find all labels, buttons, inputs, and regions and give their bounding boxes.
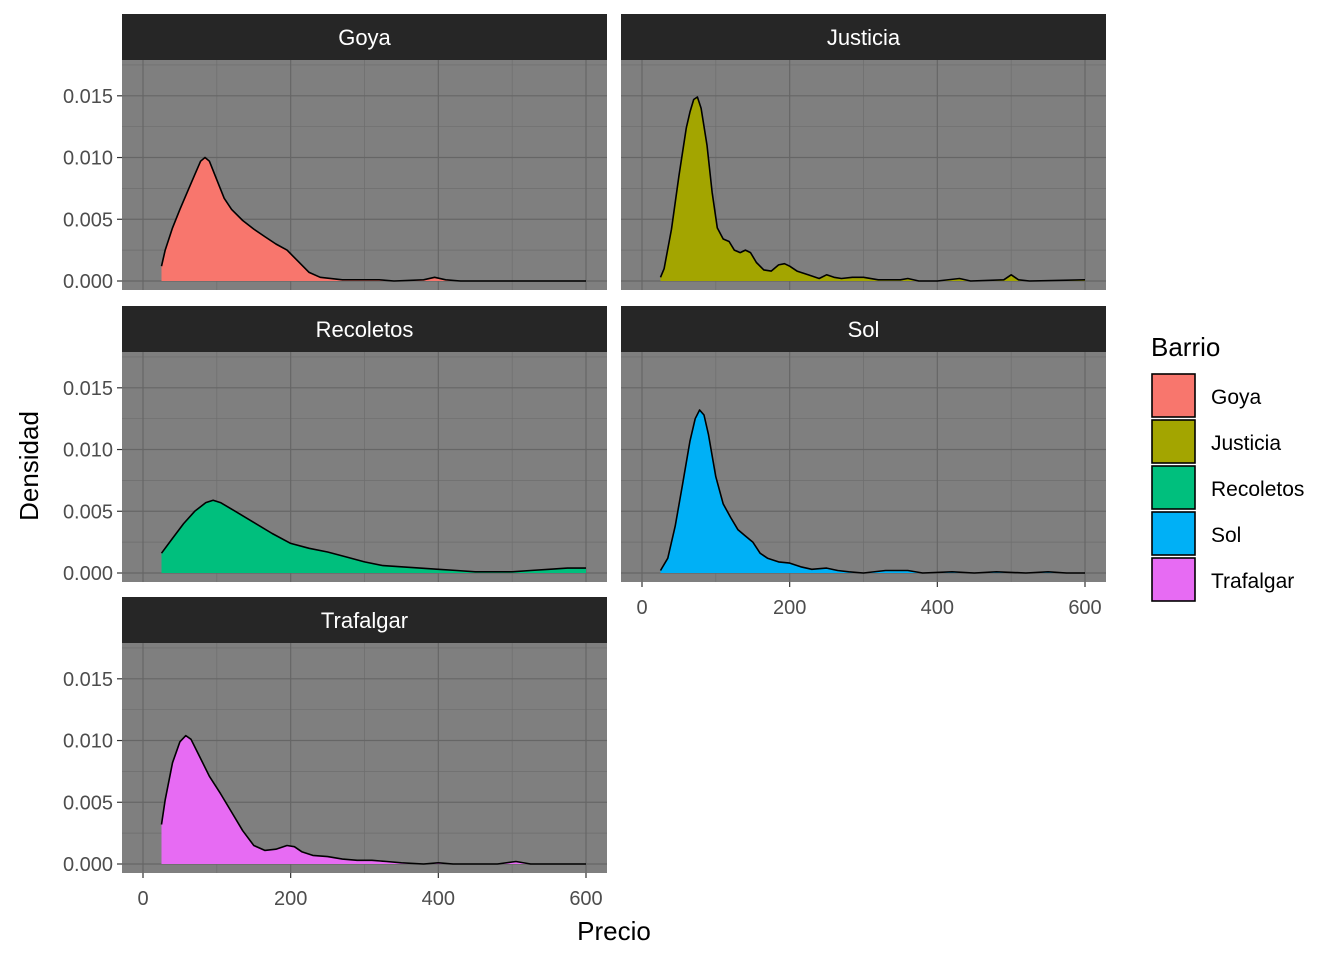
x-tick-label: 400	[921, 597, 954, 619]
legend-title: Barrio	[1151, 332, 1220, 362]
facet-strip-justicia	[621, 14, 1106, 60]
density-area-sol	[660, 410, 1085, 573]
legend-label-sol: Sol	[1211, 524, 1241, 547]
facet-strip-label-trafalgar: Trafalgar	[321, 608, 408, 633]
x-tick-label: 600	[1068, 597, 1101, 619]
facet-strip-goya	[122, 14, 607, 60]
facet-strip-recoletos	[122, 306, 607, 352]
y-tick-label: 0.005	[63, 501, 113, 523]
y-axis-title: Densidad	[14, 411, 44, 521]
y-tick-label: 0.015	[63, 378, 113, 400]
density-line-justicia	[659, 96, 1086, 282]
density-line-goya	[160, 156, 586, 282]
legend-label-goya: Goya	[1211, 386, 1262, 409]
y-tick-label: 0.010	[63, 440, 113, 462]
y-tick-label: 0.000	[63, 563, 113, 585]
legend-key-recoletos	[1151, 465, 1196, 510]
x-tick-label: 200	[773, 597, 806, 619]
facet-strip-label-justicia: Justicia	[827, 25, 901, 50]
x-tick-label: 400	[422, 888, 455, 910]
legend-key-sol	[1151, 511, 1196, 556]
density-area-trafalgar	[161, 735, 586, 864]
y-tick-label: 0.005	[63, 209, 113, 231]
x-tick-label: 0	[137, 888, 148, 910]
facet-strip-label-goya: Goya	[338, 25, 391, 50]
density-line-sol	[659, 409, 1085, 574]
facet-strip-trafalgar	[122, 597, 607, 643]
y-tick-label: 0.000	[63, 854, 113, 876]
facet-strip-sol	[621, 306, 1106, 352]
facet-strip-label-sol: Sol	[848, 317, 880, 342]
x-axis-title: Precio	[577, 916, 651, 946]
y-tick-label: 0.010	[63, 731, 113, 753]
y-tick-label: 0.010	[63, 148, 113, 170]
legend-key-trafalgar	[1151, 557, 1196, 602]
x-tick-label: 200	[274, 888, 307, 910]
density-line-trafalgar	[160, 734, 586, 865]
facet-strip-label-recoletos: Recoletos	[316, 317, 414, 342]
x-tick-label: 600	[569, 888, 602, 910]
legend-key-justicia	[1151, 419, 1196, 464]
density-area-recoletos	[161, 500, 586, 573]
density-area-justicia	[660, 97, 1085, 281]
legend-label-trafalgar: Trafalgar	[1211, 570, 1294, 593]
density-area-goya	[161, 157, 586, 281]
y-tick-label: 0.005	[63, 792, 113, 814]
y-tick-label: 0.000	[63, 271, 113, 293]
y-tick-label: 0.015	[63, 86, 113, 108]
density-line-recoletos	[160, 499, 586, 573]
legend-label-justicia: Justicia	[1211, 432, 1281, 455]
legend-key-goya	[1151, 373, 1196, 418]
legend-label-recoletos: Recoletos	[1211, 478, 1304, 501]
x-tick-label: 0	[636, 597, 647, 619]
y-tick-label: 0.015	[63, 669, 113, 691]
